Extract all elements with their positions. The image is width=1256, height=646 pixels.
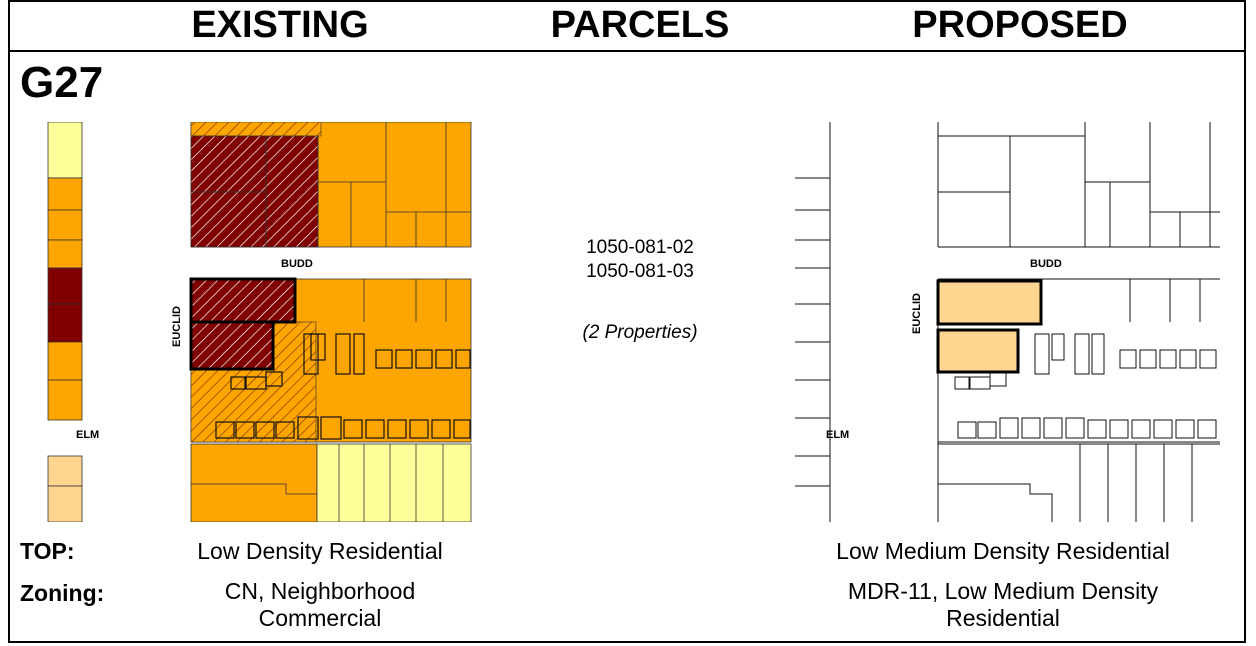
street-label-euclid: EUCLID bbox=[171, 306, 183, 347]
north-block bbox=[190, 122, 472, 248]
south-block bbox=[190, 443, 472, 522]
top-existing-value: Low Density Residential bbox=[197, 538, 443, 564]
street-label-elm: ELM bbox=[76, 429, 99, 441]
header-existing: EXISTING bbox=[191, 4, 369, 46]
zoning-proposed-line: Residential bbox=[946, 605, 1060, 631]
zoning-existing-value: CN, Neighborhood Commercial bbox=[150, 578, 490, 632]
zoning-proposed-value: MDR-11, Low Medium Density Residential bbox=[770, 578, 1236, 632]
parcel-id-list: 1050-081-02 1050-081-03 bbox=[540, 236, 740, 284]
street-label-budd: BUDD bbox=[281, 258, 313, 270]
existing-land-use-map: BUDD EUCLID ELM bbox=[47, 122, 472, 522]
figure-frame bbox=[8, 0, 1246, 643]
header-proposed: PROPOSED bbox=[912, 4, 1128, 46]
parcel-count-note: (2 Properties) bbox=[582, 322, 698, 343]
middle-block bbox=[189, 277, 472, 443]
zoning-existing-line: CN, Neighborhood bbox=[224, 578, 416, 604]
top-row-label: TOP: bbox=[20, 538, 75, 564]
header-rule bbox=[8, 50, 1246, 52]
top-proposed-value: Low Medium Density Residential bbox=[836, 538, 1170, 564]
street-label-euclid: EUCLID bbox=[911, 293, 923, 334]
street-label-budd: BUDD bbox=[1030, 258, 1062, 270]
header-parcels: PARCELS bbox=[550, 4, 730, 46]
case-id: G27 bbox=[20, 58, 104, 107]
street-label-elm: ELM bbox=[826, 429, 849, 441]
zoning-row-label: Zoning: bbox=[20, 580, 105, 606]
left-parcel-strip bbox=[47, 122, 83, 522]
zoning-existing-line: Commercial bbox=[258, 605, 382, 631]
zoning-proposed-line: MDR-11, Low Medium Density bbox=[847, 578, 1159, 604]
parcel-id: 1050-081-03 bbox=[586, 261, 694, 282]
proposed-land-use-map: BUDD EUCLID ELM bbox=[795, 122, 1220, 522]
parcel-id: 1050-081-02 bbox=[586, 237, 694, 258]
proposed-parcels bbox=[936, 279, 1043, 374]
